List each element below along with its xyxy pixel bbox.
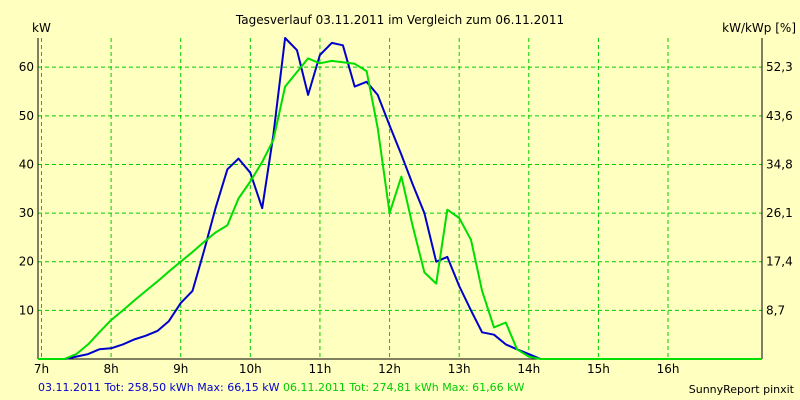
x-tick-label: 8h [103,362,118,376]
y-tick-label: 10 [19,303,34,317]
y-axis-title-right: kW/kWp [%] [722,21,796,35]
series2-summary: 06.11.2011 Tot: 274,81 kWh Max: 61,66 kW [282,381,525,394]
y-tick-label: 50 [19,109,34,123]
x-tick-label: 10h [239,362,262,376]
x-tick-label: 7h [34,362,49,376]
y-tick-label: 20 [19,255,34,269]
x-tick-label: 13h [448,362,471,376]
x-tick-label: 11h [309,362,332,376]
series1-summary: 03.11.2011 Tot: 258,50 kWh Max: 66,15 kW [38,381,280,394]
plot-area [38,38,762,359]
y-tick-label: 30 [19,206,34,220]
y2-tick-label: 43,6 [766,109,793,123]
chart-title: Tagesverlauf 03.11.2011 im Vergleich zum… [235,13,564,27]
y-tick-label: 40 [19,157,34,171]
y2-tick-label: 34,8 [766,157,793,171]
y2-tick-label: 17,4 [766,255,793,269]
x-tick-label: 16h [657,362,680,376]
series-line-2 [38,57,762,360]
y-tick-label: 60 [19,60,34,74]
y2-tick-label: 52,3 [766,60,793,74]
credit-label: SunnyReport pinxit [688,383,794,396]
y2-tick-label: 26,1 [766,206,793,220]
x-tick-label: 15h [587,362,610,376]
x-tick-label: 12h [378,362,401,376]
chart-footer: 03.11.2011 Tot: 258,50 kWh Max: 66,15 kW… [38,381,524,394]
y-axis-title-left: kW [32,21,51,35]
y2-tick-label: 8,7 [766,303,785,317]
x-tick-label: 9h [173,362,188,376]
x-tick-label: 14h [517,362,540,376]
